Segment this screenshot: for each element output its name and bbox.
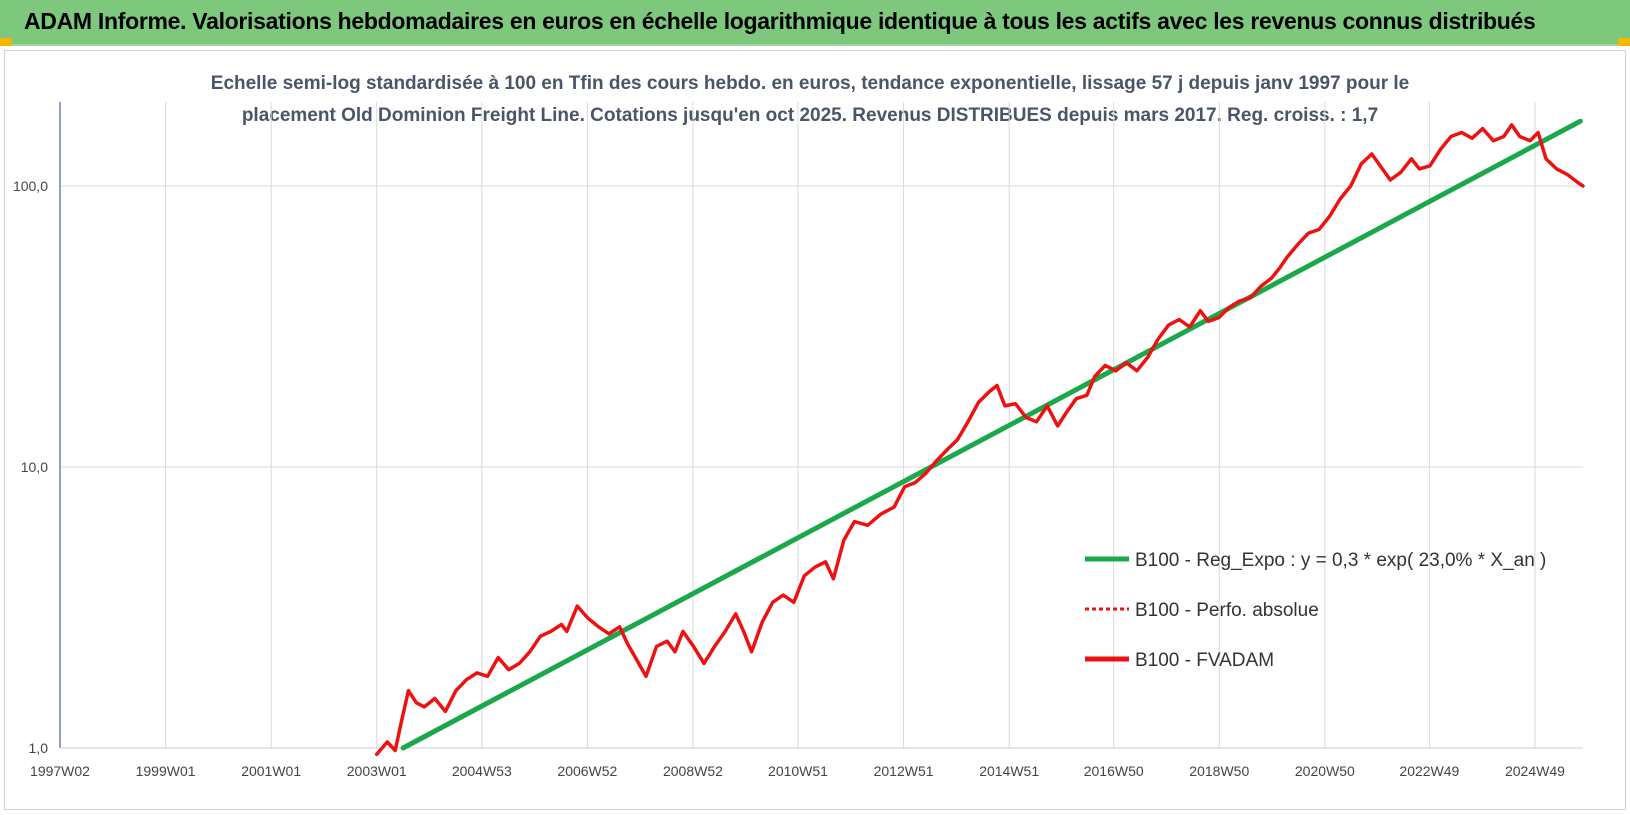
chart-frame	[4, 50, 1626, 810]
x-tick-label: 2022W49	[1399, 763, 1459, 779]
corner-marker-right	[1618, 38, 1630, 46]
series-line-2	[374, 123, 1585, 757]
x-tick-label: 2001W01	[241, 763, 301, 779]
legend: B100 - Reg_Expo : y = 0,3 * exp( 23,0% *…	[1085, 550, 1546, 671]
report-banner: ADAM Informe. Valorisations hebdomadaire…	[0, 0, 1630, 46]
x-tick-label: 2004W53	[452, 763, 512, 779]
legend-label-1: B100 - Perfo. absolue	[1135, 600, 1319, 621]
chart-title-line1: Echelle semi-log standardisée à 100 en T…	[210, 73, 1410, 94]
y-tick-label: 1,0	[29, 740, 49, 756]
series-line-0	[400, 118, 1583, 751]
x-tick-label: 2006W52	[557, 763, 617, 779]
x-tick-label: 2016W50	[1084, 763, 1144, 779]
report-title: ADAM Informe. Valorisations hebdomadaire…	[24, 8, 1536, 34]
x-tick-label: 2010W51	[768, 763, 828, 779]
axes: 1997W02 1999W01 2001W01 2003W01 2004W53 2006W…	[13, 102, 1583, 779]
x-tick-label: 2012W51	[874, 763, 934, 779]
y-tick-label: 100,0	[13, 178, 48, 194]
x-tick-label: 2003W01	[347, 763, 407, 779]
corner-marker-left	[0, 38, 12, 46]
grid	[60, 102, 1583, 749]
chart-title: Echelle semi-log standardisée à 100 en T…	[210, 68, 1410, 132]
chart-title-line2: placement Old Dominion Freight Line. Cot…	[241, 105, 1379, 126]
x-tick-label: 1999W01	[136, 763, 196, 779]
legend-label-2: B100 - FVADAM	[1135, 650, 1274, 671]
x-tick-label: 2020W50	[1295, 763, 1355, 779]
x-tick-label: 2018W50	[1189, 763, 1249, 779]
legend-label-0: B100 - Reg_Expo : y = 0,3 * exp( 23,0% *…	[1135, 550, 1546, 571]
x-tick-label: 1997W02	[30, 763, 90, 779]
y-tick-label: 10,0	[21, 459, 48, 475]
series-layer	[374, 118, 1585, 757]
x-tick-label: 2008W52	[663, 763, 723, 779]
x-tick-label: 2024W49	[1505, 763, 1565, 779]
x-tick-label: 2014W51	[979, 763, 1039, 779]
